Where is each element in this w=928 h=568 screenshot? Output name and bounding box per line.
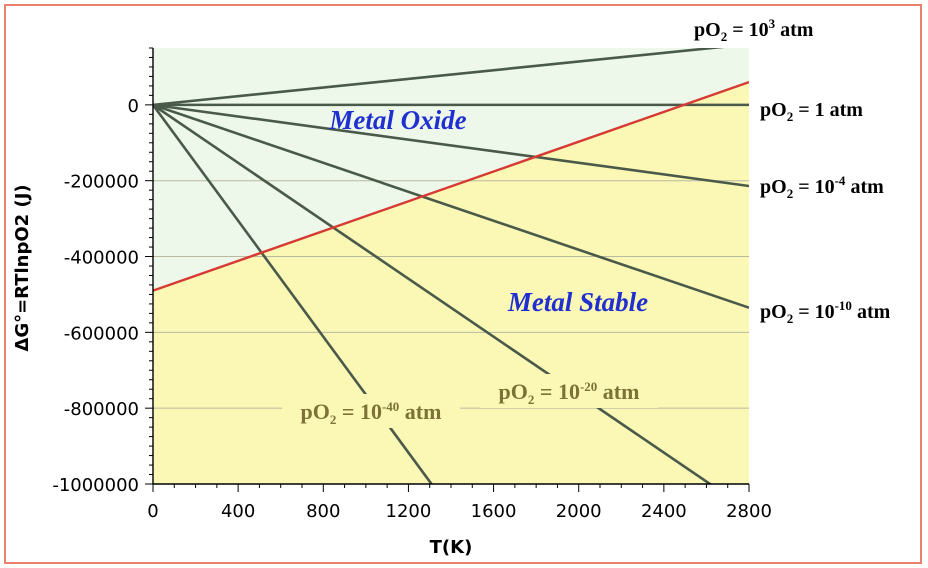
label-tail: atm [845, 176, 884, 198]
line-label-0: pO2 = 103 atm [694, 16, 814, 44]
x-tick-label-2: 800 [306, 501, 340, 522]
line-label-3: pO2 = 10-10 atm [760, 298, 891, 326]
label-superscript: 3 [769, 16, 776, 31]
x-tick-label-5: 2000 [556, 501, 602, 522]
label-tail: atm [399, 399, 441, 424]
y-tick-label-2: -400000 [64, 248, 139, 269]
oxide-region [153, 48, 749, 291]
metal-oxide-label: Metal Oxide [328, 105, 466, 135]
x-tick-label-3: 1200 [386, 501, 432, 522]
x-tick-label-6: 2400 [641, 501, 687, 522]
label-base: pO [301, 399, 330, 424]
label-base: pO [499, 379, 528, 404]
metal-stable-label: Metal Stable [507, 287, 648, 317]
label-tail: atm [775, 19, 814, 41]
x-tick-label-4: 1600 [471, 501, 517, 522]
line-label-2: pO2 = 10-4 atm [760, 173, 884, 201]
label-mid: = 10 [727, 19, 768, 41]
label-base: pO [760, 176, 787, 198]
label-subscript: 2 [528, 392, 535, 407]
label-base: pO [760, 301, 787, 323]
label-subscript: 2 [787, 109, 794, 124]
y-tick-label-0: 0 [128, 96, 139, 117]
line-label-5: pO2 = 10-40 atm [301, 399, 442, 427]
label-subscript: 2 [787, 186, 794, 201]
label-subscript: 2 [330, 412, 337, 427]
x-axis-title: T(K) [430, 537, 473, 558]
line-label-1: pO2 = 1 atm [760, 99, 863, 124]
label-subscript: 2 [721, 29, 728, 44]
label-superscript: -20 [580, 379, 597, 394]
label-superscript: -10 [835, 298, 852, 313]
series-line-0 [153, 48, 725, 107]
oxide-stability-line [153, 80, 749, 292]
line-label-bg-5 [282, 394, 460, 428]
y-axis-title: ΔG°=RTlnpO2 (J) [12, 184, 33, 351]
lines-layer [153, 48, 749, 484]
label-mid: = 10 [793, 301, 834, 323]
label-mid: = 1 atm [793, 99, 863, 121]
series-line-5 [153, 104, 434, 484]
series-line-4 [153, 103, 713, 484]
y-tick-label-1: -200000 [64, 172, 139, 193]
y-tick-label-3: -600000 [64, 323, 139, 344]
series-line-2 [153, 103, 749, 188]
label-superscript: -40 [382, 399, 399, 414]
y-tick-label-4: -800000 [64, 399, 139, 420]
label-superscript: -4 [835, 173, 846, 188]
line-label-bg-4 [480, 374, 658, 408]
label-mid: = 10 [534, 379, 580, 404]
label-base: pO [760, 99, 787, 121]
axes-layer [145, 47, 750, 492]
x-tick-label-7: 2800 [726, 501, 772, 522]
label-subscript: 2 [787, 311, 794, 326]
y-tick-label-5: -1000000 [52, 475, 139, 496]
series-line-3 [153, 103, 749, 309]
tick-labels-layer: 0 -200000 -400000 -600000 -800000 -1000000 0 40… [52, 96, 772, 522]
x-tick-label-1: 400 [221, 501, 255, 522]
label-tail: atm [852, 301, 891, 323]
label-mid: = 10 [336, 399, 382, 424]
line-label-4: pO2 = 10-20 atm [499, 379, 640, 407]
label-mid: = 10 [793, 176, 834, 198]
x-tick-label-0: 0 [147, 501, 158, 522]
label-tail: atm [597, 379, 639, 404]
label-base: pO [694, 19, 721, 41]
